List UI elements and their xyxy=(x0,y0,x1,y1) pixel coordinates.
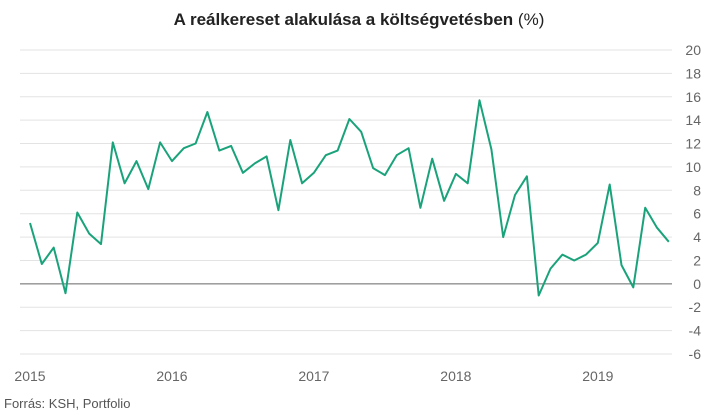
y-tick-label: 16 xyxy=(685,89,701,105)
y-tick-label: 6 xyxy=(693,206,701,222)
y-tick-label: 4 xyxy=(693,229,701,245)
chart-title-unit: (%) xyxy=(517,10,545,29)
chart-title-text: A reálkereset alakulása a költségvetésbe… xyxy=(173,10,514,29)
x-tick-label: 2019 xyxy=(582,368,613,384)
series-layer xyxy=(29,99,670,297)
x-axis-tick-labels: 2015 2016 2017 2018 2019 xyxy=(14,368,613,384)
x-tick-label: 2018 xyxy=(440,368,471,384)
x-tick-label: 2016 xyxy=(156,368,187,384)
y-tick-label: 12 xyxy=(685,136,701,152)
y-tick-label: 0 xyxy=(693,276,701,292)
x-tick-label: 2015 xyxy=(14,368,45,384)
y-tick-label: -4 xyxy=(689,323,702,339)
source-note: Forrás: KSH, Portfolio xyxy=(4,396,131,411)
x-tick-label: 2017 xyxy=(298,368,329,384)
series-line xyxy=(29,99,670,297)
y-tick-label: 18 xyxy=(685,65,701,81)
y-tick-label: 20 xyxy=(685,42,701,58)
y-tick-label: 8 xyxy=(693,182,701,198)
y-tick-label: -2 xyxy=(689,299,702,315)
y-tick-label: 2 xyxy=(693,252,701,268)
y-tick-label: 14 xyxy=(685,112,701,128)
chart-title: A reálkereset alakulása a költségvetésbe… xyxy=(0,10,718,30)
gridlines xyxy=(20,49,672,355)
y-tick-label: -6 xyxy=(689,346,702,362)
y-tick-label: 10 xyxy=(685,159,701,175)
